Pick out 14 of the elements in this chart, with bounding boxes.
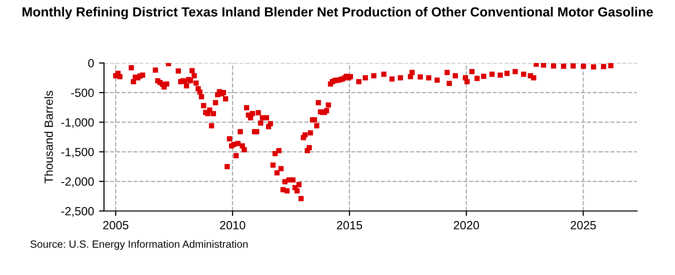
y-tick-label: -500 (71, 88, 94, 97)
chart-title: Monthly Refining District Texas Inland Blender Net Production of Other Conventional Motor Gasoline (22, 6, 653, 20)
y-tick-label: -1,500 (61, 148, 94, 158)
y-tick-label: -2,000 (61, 177, 94, 188)
x-tick-label: 2025 (570, 221, 596, 230)
x-tick-label: 2015 (336, 221, 362, 230)
y-tick-label: -2,500 (61, 207, 94, 217)
x-tick-label: 2005 (103, 221, 128, 230)
source-note: Source: U.S. Energy Information Administration (30, 240, 248, 250)
y-tick-label: 0 (88, 59, 94, 68)
x-tick-label: 2010 (220, 221, 246, 230)
y-tick-label: -1,000 (61, 118, 94, 128)
y-axis-title: Thousand Barrels (44, 90, 53, 184)
x-tick-label: 2020 (454, 221, 480, 230)
